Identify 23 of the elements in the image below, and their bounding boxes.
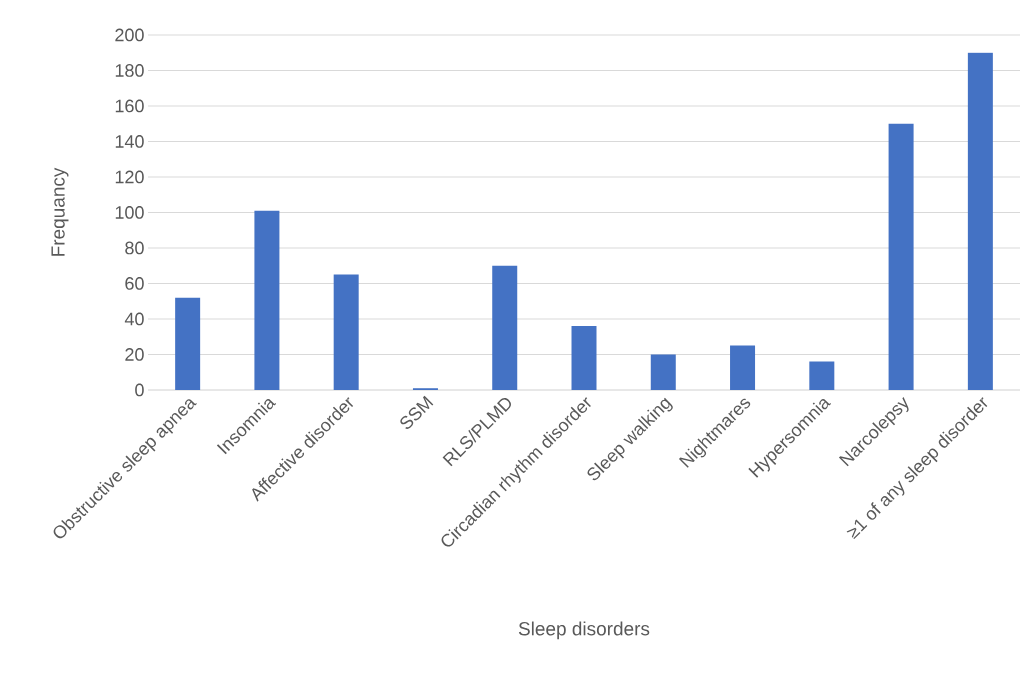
bar: [254, 210, 280, 390]
y-tick-label: 140: [115, 135, 144, 148]
y-tick-label: 0: [135, 383, 144, 397]
bar: [967, 52, 993, 390]
y-axis-title: Frequancy: [51, 167, 69, 256]
y-tick-label: 20: [125, 348, 144, 361]
y-tick-label: 40: [124, 312, 144, 326]
y-tick-label: 80: [125, 241, 144, 255]
y-tick-label: 160: [115, 99, 144, 113]
y-tick-label: 200: [115, 28, 144, 42]
bar: [571, 326, 597, 390]
bar: [333, 274, 359, 390]
y-tick-label: 180: [115, 64, 144, 77]
bar: [809, 361, 835, 390]
y-tick-label: 120: [115, 170, 144, 184]
y-tick-label: 60: [125, 277, 144, 290]
bar: [650, 354, 676, 390]
bar: [492, 265, 518, 390]
bar: [888, 123, 914, 390]
bar: [730, 345, 756, 390]
y-tick-label: 100: [115, 206, 144, 219]
bar: [175, 297, 201, 390]
x-axis-title: Sleep disorders: [518, 621, 650, 640]
